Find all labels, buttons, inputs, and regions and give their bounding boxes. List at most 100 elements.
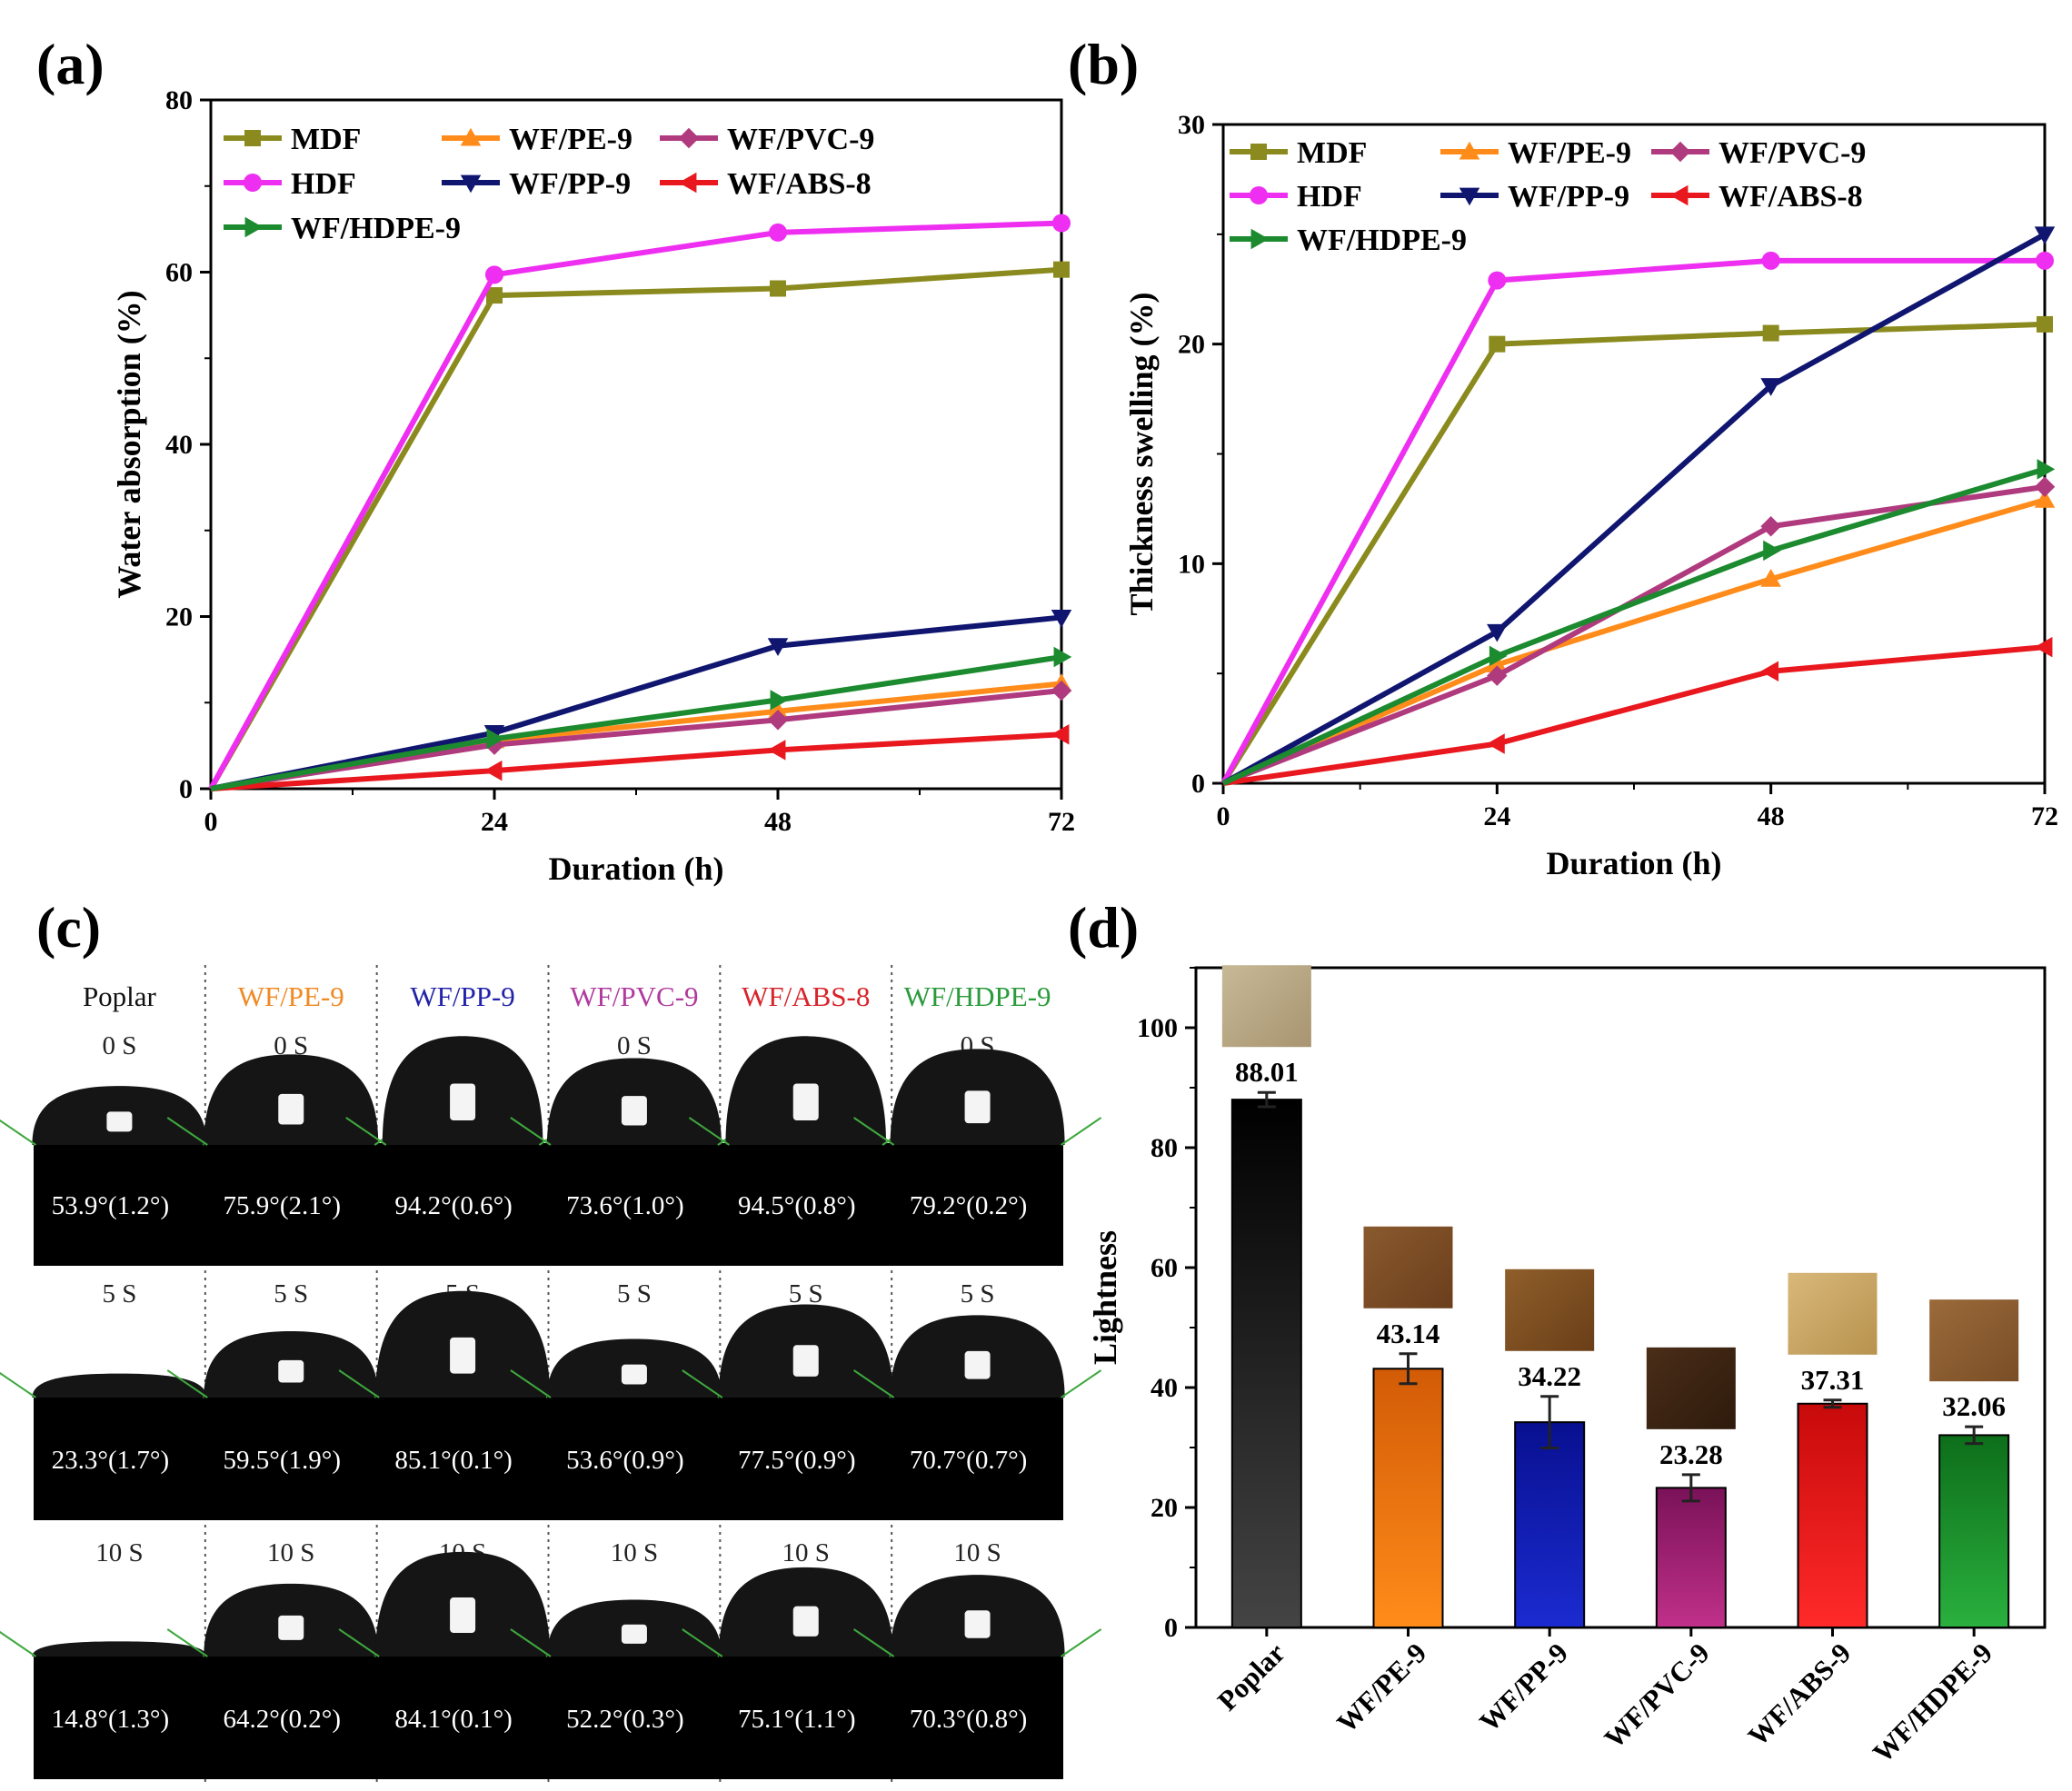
y-tick-label: 80 [1151,1133,1178,1163]
data-point-wf-hdpe-9 [1053,646,1072,668]
legend-label: WF/PVC-9 [1718,136,1866,170]
legend-item-wf-abs-8: WF/ABS-8 [1651,180,1863,214]
sample-header-wf-pp-9: WF/PP-9 [410,980,514,1012]
y-tick-label: 80 [165,85,193,115]
data-point-hdf [485,265,503,284]
contact-angle-value: 85.1°(0.1°) [394,1446,513,1475]
contact-angle-value: 94.2°(0.6°) [394,1191,513,1220]
series-line-wf-hdpe-9 [210,654,1062,791]
y-tick-label: 20 [165,602,193,632]
contact-angle-value: 52.2°(0.3°) [566,1705,684,1734]
droplet-highlight [450,1597,476,1634]
time-label: 10 S [611,1538,658,1567]
sample-photo [1646,1347,1736,1429]
droplet [32,1641,207,1657]
tangent-line [0,1630,36,1657]
legend-item-wf-pe-9: WF/PE-9 [442,123,633,156]
sample-header-wf-abs-8: WF/ABS-8 [742,980,870,1012]
data-point-hdf [2036,251,2054,270]
legend-label: HDF [291,167,356,201]
x-axis-title: Duration (h) [1546,845,1721,881]
series-line-wf-pe-9 [210,681,1062,791]
tangent-line [1061,1117,1102,1146]
x-tick-label: 24 [1483,801,1510,831]
category-label: Poplar [1211,1637,1291,1716]
x-tick-label: 0 [204,807,218,837]
droplet-highlight [621,1364,647,1385]
tangent-line [166,1369,208,1398]
drop-image-band [34,1143,1063,1266]
bar-value-label: 34.22 [1518,1360,1581,1392]
tangent-line [510,1117,552,1146]
series-mdf [1220,315,2053,785]
sample-photo [1929,1299,2019,1382]
legend-marker [1669,184,1688,206]
legend-marker [678,127,700,149]
data-point-mdf [1762,324,1779,342]
bar-value-label: 32.06 [1942,1390,2006,1422]
panel-label-b: (b) [1068,32,1139,96]
legend-item-mdf: MDF [1230,136,1367,170]
data-point-hdf [769,223,787,242]
y-tick-label: 0 [1191,769,1205,799]
data-point-wf-abs-8 [1051,724,1070,745]
x-axis-title: Duration (h) [548,851,723,887]
data-point-wf-pp-9 [2034,226,2056,245]
drop-image-band [34,1655,1063,1779]
y-tick-label: 20 [1178,330,1205,360]
legend-label: WF/PE-9 [509,123,633,156]
category-label: WF/PP-9 [1473,1637,1574,1737]
sample-photo [1363,1226,1453,1308]
contact-angle-value: 77.5°(0.9°) [738,1446,856,1475]
sample-photo [1505,1269,1595,1351]
series-hdf [208,214,1071,791]
series-line-wf-abs-8 [210,731,1062,791]
series-line-mdf [208,266,1062,791]
time-label: 0 S [617,1031,652,1060]
legend-label: WF/ABS-8 [1718,180,1863,214]
time-label: 5 S [789,1279,823,1308]
series-mdf [208,261,1070,791]
series-line-wf-pp-9 [1221,232,2047,786]
series-line-wf-pe-9 [1221,497,2046,786]
series-line-hdf [208,220,1062,791]
x-tick-label: 72 [2031,801,2058,831]
y-tick-label: 100 [1137,1013,1178,1043]
legend-item-hdf: HDF [224,167,356,201]
legend-item-hdf: HDF [1230,180,1362,214]
series-wf-pvc-9 [1221,476,2056,786]
legend-label: HDF [1297,180,1362,214]
legend-marker [1669,141,1691,163]
series-line-wf-hdpe-9 [1221,466,2046,786]
series-line-wf-pvc-9 [1221,483,2046,786]
tangent-line [682,1369,723,1398]
series-wf-abs-8 [1222,636,2053,786]
series-wf-hdpe-9 [1221,459,2056,786]
droplet-highlight [278,1615,304,1640]
data-point-wf-pe-9 [1487,654,1508,672]
x-tick-label: 48 [764,807,792,837]
data-point-wf-pp-9 [1487,623,1508,642]
bar-wf-pp-9 [1514,1421,1586,1628]
droplet-highlight [792,1083,819,1120]
data-point-wf-pp-9 [1051,610,1072,628]
data-point-mdf [2037,315,2053,333]
legend-label: WF/PE-9 [1508,136,1631,170]
y-tick-label: 0 [1164,1613,1178,1643]
legend-marker [460,174,482,194]
legend-marker [1250,144,1267,160]
contact-angle-value: 75.1°(1.1°) [738,1705,856,1734]
contact-angle-value: 53.9°(1.2°) [52,1191,170,1220]
legend-item-wf-pp-9: WF/PP-9 [1440,180,1629,214]
category-label: WF/ABS-9 [1741,1637,1857,1752]
bar-wf-pe-9 [1372,1368,1444,1628]
panel-label-a: (a) [36,32,105,96]
tangent-line [166,1117,208,1146]
tangent-line [0,1119,36,1146]
tangent-line [688,1117,730,1146]
x-tick-label: 0 [1217,801,1230,831]
data-point-wf-hdpe-9 [1489,645,1508,667]
legend-label: WF/HDPE-9 [1297,224,1467,257]
data-point-wf-pvc-9 [2034,476,2056,497]
